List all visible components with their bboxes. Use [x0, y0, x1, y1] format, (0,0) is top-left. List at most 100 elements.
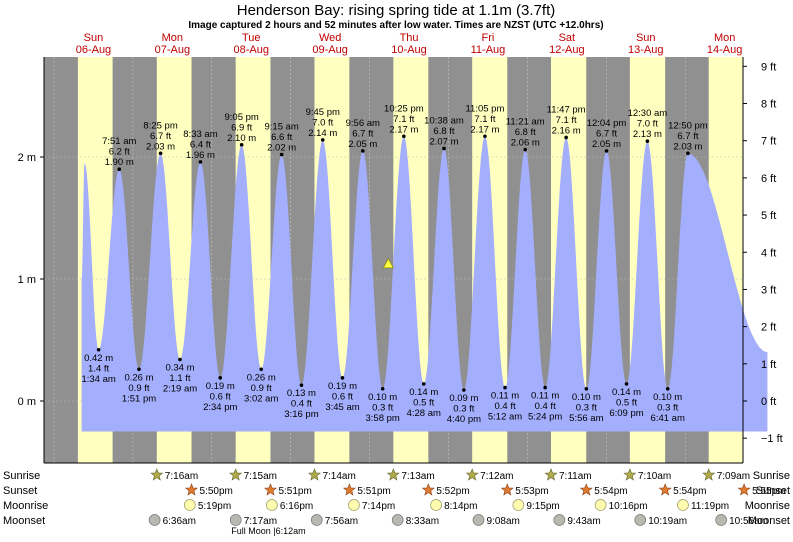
low-tide-time: 5:12 am — [488, 412, 522, 423]
high-tide-ft: 6.7 ft — [150, 131, 171, 142]
high-tide-ft: 7.1 ft — [474, 114, 495, 125]
moonrise-time: 9:15pm — [526, 501, 559, 512]
moonset-icon — [310, 514, 323, 526]
sunset-icon — [185, 483, 198, 496]
high-tide-time: 12:50 pm — [668, 120, 708, 131]
low-tide-point — [462, 388, 466, 392]
current-tide-marker — [382, 258, 394, 269]
low-tide-m: 0.34 m — [165, 363, 194, 374]
sunset-icon — [264, 483, 277, 496]
moonrise-time: 11:19pm — [691, 501, 729, 512]
moonset-row-label-right: Moonset — [748, 515, 790, 527]
low-tide-ft: 0.3 ft — [372, 402, 393, 413]
high-tide-point — [158, 151, 163, 156]
high-tide-point — [198, 160, 203, 164]
tide-area — [81, 136, 768, 432]
sunrise-time: 7:12am — [480, 471, 513, 482]
moonrise-icon — [266, 499, 278, 511]
day-name: Sun — [84, 32, 104, 44]
moonset-icon — [553, 514, 566, 526]
moonset-icon — [715, 514, 727, 526]
low-tide-ft: 0.5 ft — [413, 397, 434, 408]
sunset-time: 5:51pm — [357, 486, 390, 497]
sunset-time: 5:52pm — [436, 486, 469, 497]
chart-subtitle: Image captured 2 hours and 52 minutes af… — [188, 20, 603, 31]
high-tide-ft: 7.0 ft — [637, 119, 658, 130]
sunset-time: 5:54pm — [594, 486, 627, 497]
high-tide-point — [523, 147, 528, 152]
high-tide-time: 12:04 pm — [587, 118, 627, 129]
sunset-time: 5:55pm — [752, 486, 785, 497]
high-tide-point — [564, 135, 568, 140]
moonset-time: 9:43am — [567, 516, 600, 527]
day-date: 07-Aug — [155, 44, 190, 56]
high-tide-point — [645, 139, 650, 143]
low-tide-ft: 0.9 ft — [251, 383, 272, 394]
high-tide-m: 2.10 m — [227, 133, 256, 144]
high-tide-point — [320, 138, 325, 142]
low-tide-time: 6:41 am — [651, 413, 685, 424]
low-tide-m: 0.10 m — [653, 392, 682, 403]
high-tide-m: 1.90 m — [105, 157, 134, 168]
high-tide-ft: 7.1 ft — [393, 114, 414, 125]
high-tide-ft: 7.1 ft — [556, 115, 577, 126]
high-tide-time: 12:30 am — [628, 108, 668, 119]
high-tide-point — [686, 151, 690, 156]
left-tick-label: 2 m — [18, 152, 36, 164]
moonset-time: 7:56am — [325, 516, 358, 527]
moonrise-row-label-right: Moonrise — [745, 500, 790, 512]
low-tide-time: 3:02 am — [244, 393, 278, 404]
low-tide-m: 0.19 m — [206, 381, 235, 392]
right-tick-label: 5 ft — [761, 210, 776, 222]
sunset-time: 5:51pm — [278, 486, 311, 497]
day-date: 08-Aug — [234, 44, 269, 56]
right-tick-label: 9 ft — [761, 61, 776, 73]
low-tide-m: 0.14 m — [612, 387, 641, 398]
high-tide-point — [279, 152, 284, 157]
high-tide-time: 7:51 am — [102, 136, 136, 147]
high-tide-point — [442, 146, 446, 151]
sunrise-time: 7:14am — [322, 471, 355, 482]
high-tide-m: 2.17 m — [470, 124, 499, 135]
low-tide-point — [543, 385, 547, 390]
day-date: 11-Aug — [471, 44, 506, 56]
moonset-time: 10:56am — [729, 516, 768, 527]
day-date: 13-Aug — [628, 44, 663, 56]
left-tick-label: 1 m — [18, 274, 36, 286]
high-tide-m: 2.16 m — [552, 125, 581, 136]
low-tide-m: 0.11 m — [531, 391, 559, 402]
right-tick-label: 8 ft — [761, 99, 776, 111]
low-tide-m: 0.11 m — [491, 391, 519, 402]
day-name: Thu — [400, 32, 419, 44]
moonrise-icon — [183, 499, 196, 511]
low-tide-point — [421, 382, 426, 386]
high-tide-ft: 6.9 ft — [231, 122, 252, 133]
sunrise-row-label-left: Sunrise — [3, 470, 40, 482]
right-tick-label: 7 ft — [761, 136, 776, 148]
low-tide-m: 0.10 m — [368, 392, 397, 403]
low-tide-point — [96, 347, 101, 352]
sunset-time: 5:54pm — [673, 486, 706, 497]
moonrise-icon — [348, 499, 360, 511]
high-tide-time: 10:38 am — [424, 115, 464, 126]
day-name: Tue — [242, 32, 261, 44]
sunrise-time: 7:13am — [401, 471, 434, 482]
moonset-time: 6:36am — [163, 516, 196, 527]
sunrise-time: 7:11am — [559, 471, 592, 482]
low-tide-point — [584, 387, 589, 391]
sunrise-icon — [544, 468, 558, 481]
sunset-time: 5:53pm — [515, 486, 548, 497]
day-name: Sat — [559, 32, 576, 44]
moonrise-time: 8:14pm — [444, 501, 477, 512]
sunrise-time: 7:09am — [717, 471, 750, 482]
sunrise-icon — [702, 468, 716, 481]
sunset-icon — [737, 483, 751, 496]
day-date: 06-Aug — [76, 44, 111, 56]
high-tide-ft: 6.7 ft — [596, 128, 617, 139]
low-tide-m: 0.10 m — [572, 392, 601, 403]
high-tide-m: 2.03 m — [673, 141, 702, 152]
high-tide-ft: 6.6 ft — [271, 132, 292, 143]
low-tide-m: 0.09 m — [449, 393, 478, 404]
high-tide-time: 11:21 am — [506, 117, 545, 128]
low-tide-ft: 0.4 ft — [535, 401, 556, 412]
